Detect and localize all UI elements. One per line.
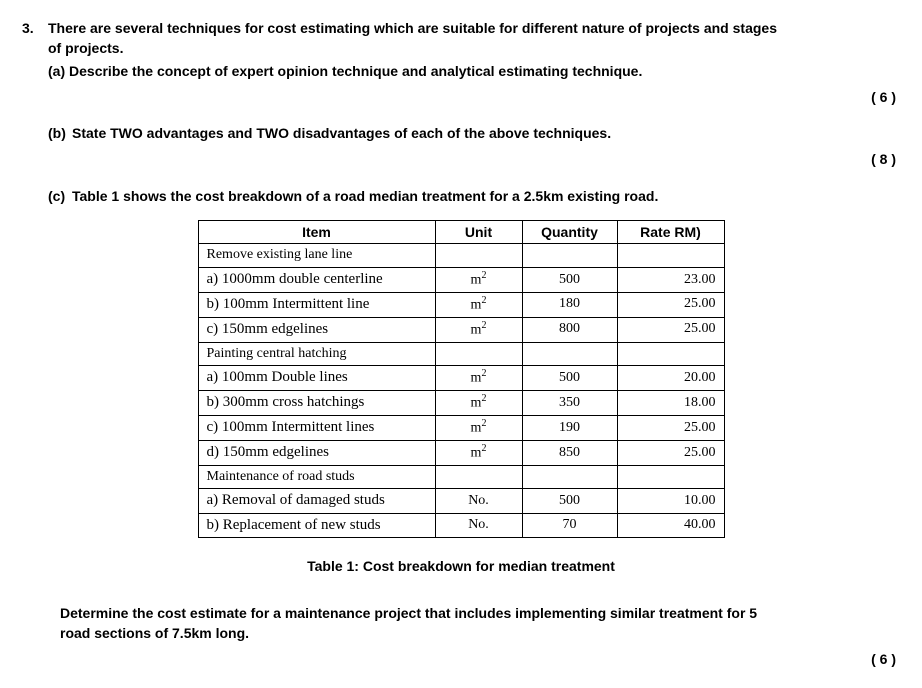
rate-cell: 25.00 — [617, 440, 724, 465]
table-row: a) 1000mm double centerlinem250023.00 — [198, 267, 724, 292]
qty-cell: 850 — [522, 440, 617, 465]
unit-cell: m2 — [435, 365, 522, 390]
empty-cell — [522, 465, 617, 488]
rate-cell: 25.00 — [617, 415, 724, 440]
item-cell: c) 150mm edgelines — [198, 317, 435, 342]
unit-cell: m2 — [435, 267, 522, 292]
empty-cell — [522, 342, 617, 365]
part-c-label: (c) — [48, 186, 72, 206]
qty-cell: 500 — [522, 267, 617, 292]
table-row: Remove existing lane line — [198, 244, 724, 267]
table-row: a) Removal of damaged studsNo.50010.00 — [198, 488, 724, 513]
qty-cell: 500 — [522, 365, 617, 390]
unit-cell: m2 — [435, 390, 522, 415]
question-body: There are several techniques for cost es… — [48, 18, 900, 81]
rate-cell: 25.00 — [617, 317, 724, 342]
part-c: (c) Table 1 shows the cost breakdown of … — [48, 186, 900, 206]
unit-cell: m2 — [435, 317, 522, 342]
section-cell: Maintenance of road studs — [198, 465, 435, 488]
part-a-text: Describe the concept of expert opinion t… — [69, 63, 642, 79]
item-cell: b) 300mm cross hatchings — [198, 390, 435, 415]
empty-cell — [435, 465, 522, 488]
qty-cell: 190 — [522, 415, 617, 440]
table-caption: Table 1: Cost breakdown for median treat… — [22, 556, 900, 576]
empty-cell — [617, 342, 724, 365]
table-row: d) 150mm edgelinesm285025.00 — [198, 440, 724, 465]
table-header-row: Item Unit Quantity Rate RM) — [198, 221, 724, 244]
final-instruction: Determine the cost estimate for a mainte… — [60, 603, 894, 644]
item-cell: a) 100mm Double lines — [198, 365, 435, 390]
table-row: c) 100mm Intermittent linesm219025.00 — [198, 415, 724, 440]
empty-cell — [435, 244, 522, 267]
unit-cell: No. — [435, 513, 522, 538]
rate-cell: 23.00 — [617, 267, 724, 292]
empty-cell — [617, 465, 724, 488]
intro-line-2: of projects. — [48, 38, 900, 58]
part-a: (a) Describe the concept of expert opini… — [48, 61, 900, 81]
empty-cell — [435, 342, 522, 365]
th-qty: Quantity — [522, 221, 617, 244]
table-row: a) 100mm Double linesm250020.00 — [198, 365, 724, 390]
th-item: Item — [198, 221, 435, 244]
unit-cell: m2 — [435, 440, 522, 465]
final-marks: ( 6 ) — [22, 649, 900, 669]
rate-cell: 40.00 — [617, 513, 724, 538]
part-b-marks: ( 8 ) — [22, 149, 900, 169]
final-line-1: Determine the cost estimate for a mainte… — [60, 603, 894, 623]
table-row: c) 150mm edgelinesm280025.00 — [198, 317, 724, 342]
th-rate: Rate RM) — [617, 221, 724, 244]
rate-cell: 25.00 — [617, 292, 724, 317]
qty-cell: 800 — [522, 317, 617, 342]
question-number: 3. — [22, 18, 48, 81]
section-cell: Painting central hatching — [198, 342, 435, 365]
part-a-label: (a) — [48, 63, 65, 79]
part-b: (b) State TWO advantages and TWO disadva… — [48, 123, 900, 143]
empty-cell — [522, 244, 617, 267]
unit-cell: m2 — [435, 415, 522, 440]
th-unit: Unit — [435, 221, 522, 244]
part-a-marks: ( 6 ) — [22, 87, 900, 107]
table-container: Item Unit Quantity Rate RM) Remove exist… — [22, 220, 900, 538]
table-row: Painting central hatching — [198, 342, 724, 365]
unit-cell: No. — [435, 488, 522, 513]
empty-cell — [617, 244, 724, 267]
qty-cell: 500 — [522, 488, 617, 513]
qty-cell: 70 — [522, 513, 617, 538]
question-block: 3. There are several techniques for cost… — [22, 18, 900, 81]
part-c-text: Table 1 shows the cost breakdown of a ro… — [72, 186, 900, 206]
qty-cell: 350 — [522, 390, 617, 415]
item-cell: c) 100mm Intermittent lines — [198, 415, 435, 440]
final-line-2: road sections of 7.5km long. — [60, 623, 894, 643]
item-cell: b) Replacement of new studs — [198, 513, 435, 538]
intro-line-1: There are several techniques for cost es… — [48, 18, 900, 38]
rate-cell: 18.00 — [617, 390, 724, 415]
item-cell: a) Removal of damaged studs — [198, 488, 435, 513]
item-cell: b) 100mm Intermittent line — [198, 292, 435, 317]
table-row: b) Replacement of new studsNo.7040.00 — [198, 513, 724, 538]
table-row: b) 300mm cross hatchingsm235018.00 — [198, 390, 724, 415]
rate-cell: 10.00 — [617, 488, 724, 513]
qty-cell: 180 — [522, 292, 617, 317]
part-b-text: State TWO advantages and TWO disadvantag… — [72, 123, 900, 143]
rate-cell: 20.00 — [617, 365, 724, 390]
table-row: b) 100mm Intermittent linem218025.00 — [198, 292, 724, 317]
unit-cell: m2 — [435, 292, 522, 317]
table-row: Maintenance of road studs — [198, 465, 724, 488]
cost-table: Item Unit Quantity Rate RM) Remove exist… — [198, 220, 725, 538]
part-b-label: (b) — [48, 123, 72, 143]
item-cell: a) 1000mm double centerline — [198, 267, 435, 292]
section-cell: Remove existing lane line — [198, 244, 435, 267]
item-cell: d) 150mm edgelines — [198, 440, 435, 465]
